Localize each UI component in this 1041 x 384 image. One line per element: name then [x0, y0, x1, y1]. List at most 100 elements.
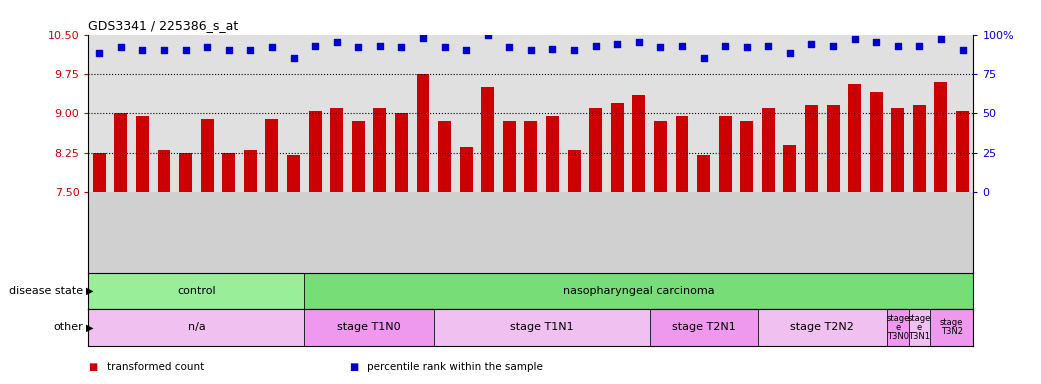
Bar: [287, 155, 300, 192]
Point: [804, 41, 820, 47]
Text: stage
T3N2: stage T3N2: [940, 318, 963, 336]
Text: ■: ■: [88, 362, 98, 372]
Bar: [676, 116, 688, 192]
Point: [350, 44, 366, 50]
Bar: [654, 121, 667, 192]
Text: percentile rank within the sample: percentile rank within the sample: [367, 362, 543, 372]
Bar: [611, 103, 624, 192]
Bar: [308, 111, 322, 192]
Bar: [740, 121, 754, 192]
Bar: [115, 113, 127, 192]
Point: [955, 47, 971, 53]
Point: [199, 44, 215, 50]
Point: [458, 47, 475, 53]
Point: [307, 43, 324, 49]
Bar: [223, 153, 235, 192]
Text: n/a: n/a: [187, 322, 205, 333]
Bar: [416, 74, 430, 192]
Bar: [201, 119, 213, 192]
Bar: [891, 108, 905, 192]
Bar: [525, 121, 537, 192]
Point: [652, 44, 668, 50]
Bar: [304, 309, 434, 346]
Point: [587, 43, 604, 49]
Point: [328, 40, 345, 46]
Point: [134, 47, 151, 53]
Point: [501, 44, 517, 50]
Point: [221, 47, 237, 53]
Bar: [848, 84, 861, 192]
Point: [695, 55, 712, 61]
Point: [414, 35, 431, 41]
Text: disease state: disease state: [9, 286, 83, 296]
Text: stage T2N1: stage T2N1: [671, 322, 735, 333]
Text: ▶: ▶: [86, 322, 94, 333]
Bar: [589, 108, 602, 192]
Point: [933, 36, 949, 42]
Point: [782, 50, 798, 56]
Point: [263, 44, 280, 50]
Bar: [697, 155, 710, 192]
Bar: [784, 145, 796, 192]
Bar: [304, 273, 973, 309]
Bar: [460, 147, 473, 192]
Text: stage T1N0: stage T1N0: [337, 322, 401, 333]
Bar: [265, 119, 278, 192]
Bar: [503, 121, 515, 192]
Point: [824, 43, 841, 49]
Text: ■: ■: [349, 362, 358, 372]
Bar: [650, 309, 758, 346]
Point: [717, 43, 734, 49]
Bar: [805, 106, 818, 192]
Bar: [481, 87, 494, 192]
Point: [523, 47, 539, 53]
Bar: [931, 309, 973, 346]
Bar: [547, 116, 559, 192]
Point: [112, 44, 129, 50]
Bar: [438, 121, 451, 192]
Bar: [179, 153, 193, 192]
Point: [631, 40, 648, 46]
Bar: [374, 108, 386, 192]
Text: stage T2N2: stage T2N2: [790, 322, 855, 333]
Text: transformed count: transformed count: [107, 362, 204, 372]
Bar: [88, 273, 304, 309]
Point: [565, 47, 582, 53]
Point: [242, 47, 258, 53]
Bar: [935, 82, 947, 192]
Text: stage T1N1: stage T1N1: [510, 322, 574, 333]
Point: [156, 47, 173, 53]
Bar: [632, 95, 645, 192]
Point: [674, 43, 690, 49]
Text: stage
e
T3N0: stage e T3N0: [886, 314, 910, 341]
Point: [544, 46, 561, 52]
Text: control: control: [177, 286, 215, 296]
Bar: [352, 121, 364, 192]
Bar: [567, 150, 581, 192]
Text: GDS3341 / 225386_s_at: GDS3341 / 225386_s_at: [88, 19, 238, 32]
Bar: [869, 92, 883, 192]
Bar: [244, 150, 257, 192]
Text: other: other: [53, 322, 83, 333]
Point: [911, 43, 928, 49]
Point: [372, 43, 388, 49]
Point: [285, 55, 302, 61]
Bar: [434, 309, 650, 346]
Text: nasopharyngeal carcinoma: nasopharyngeal carcinoma: [563, 286, 714, 296]
Bar: [93, 153, 106, 192]
Bar: [913, 106, 925, 192]
Bar: [718, 116, 732, 192]
Point: [609, 41, 626, 47]
Point: [889, 43, 906, 49]
Point: [436, 44, 453, 50]
Bar: [887, 309, 909, 346]
Point: [738, 44, 755, 50]
Text: stage
e
T3N1: stage e T3N1: [908, 314, 931, 341]
Point: [760, 43, 777, 49]
Bar: [956, 111, 969, 192]
Point: [177, 47, 194, 53]
Point: [393, 44, 410, 50]
Bar: [762, 108, 775, 192]
Bar: [88, 309, 304, 346]
Bar: [395, 113, 408, 192]
